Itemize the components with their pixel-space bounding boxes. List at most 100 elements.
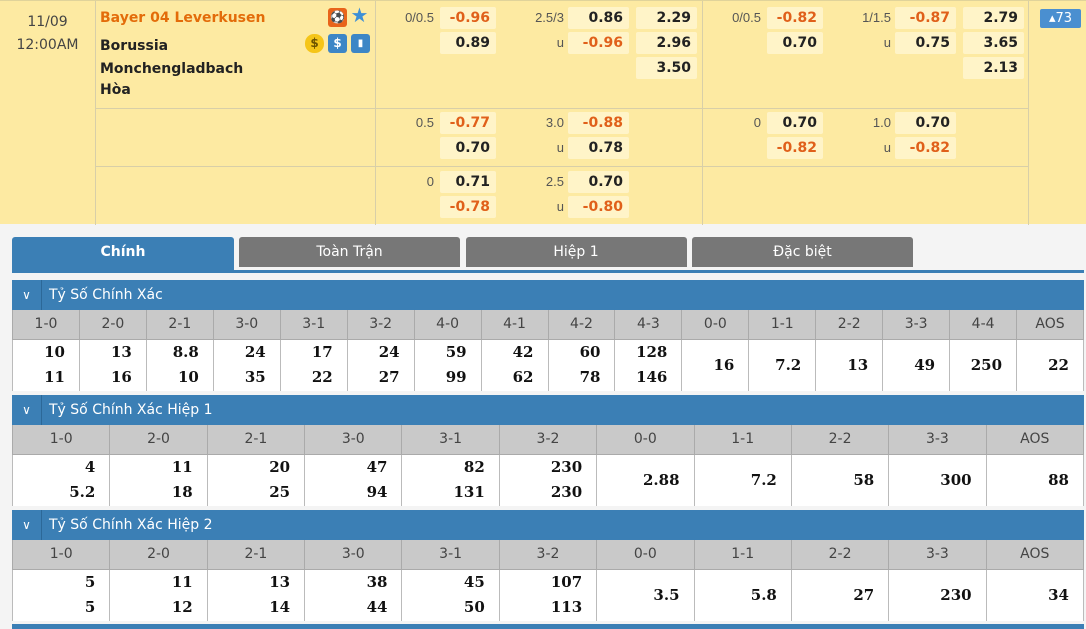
score-odds-value[interactable]: 49 xyxy=(914,355,936,374)
handicap-home-odds[interactable]: -0.77 xyxy=(440,112,496,134)
score-odds-value[interactable]: 82 xyxy=(463,458,485,477)
score-odds-cell[interactable]: 3.5 xyxy=(596,569,695,621)
score-odds-value[interactable]: 12 xyxy=(171,598,193,617)
score-odds-value[interactable]: 13 xyxy=(269,573,291,592)
score-odds-cell[interactable]: 4 5.2 xyxy=(11,454,111,506)
score-odds-value[interactable]: 5.2 xyxy=(69,483,96,502)
score-odds-cell[interactable]: 5.8 xyxy=(693,569,792,621)
under-odds[interactable]: 0.75 xyxy=(895,32,956,54)
score-odds-value[interactable]: 22 xyxy=(1048,355,1069,374)
score-odds-cell[interactable]: 24 27 xyxy=(346,339,415,391)
score-odds-cell[interactable]: 13 16 xyxy=(78,339,147,391)
score-odds-value[interactable]: 107 xyxy=(550,573,583,592)
chevron-down-icon[interactable]: ∨ xyxy=(12,510,42,540)
section-header[interactable]: ∨ Tỷ Số Chính Xác Hiệp 1 xyxy=(12,395,1084,425)
score-odds-value[interactable]: 7.2 xyxy=(775,355,802,374)
score-odds-value[interactable]: 13 xyxy=(111,343,132,362)
over-odds[interactable]: 0.70 xyxy=(568,171,629,193)
1x2-odds[interactable]: 2.79 xyxy=(963,7,1024,29)
score-odds-cell[interactable]: 60 78 xyxy=(547,339,616,391)
score-odds-value[interactable]: 18 xyxy=(171,483,193,502)
coin-icon[interactable]: $ xyxy=(305,34,324,53)
score-odds-value[interactable]: 14 xyxy=(269,598,291,617)
under-odds[interactable]: 0.78 xyxy=(568,137,629,159)
score-odds-value[interactable]: 20 xyxy=(269,458,291,477)
score-odds-cell[interactable]: 47 94 xyxy=(304,454,403,506)
score-odds-value[interactable]: 8.8 xyxy=(172,343,199,362)
handicap-away-odds[interactable]: -0.82 xyxy=(767,137,823,159)
score-odds-cell[interactable]: 24 35 xyxy=(212,339,281,391)
score-odds-value[interactable]: 94 xyxy=(366,483,388,502)
score-odds-cell[interactable]: 128 146 xyxy=(614,339,683,391)
score-odds-cell[interactable]: 8.8 10 xyxy=(145,339,214,391)
score-odds-value[interactable]: 131 xyxy=(453,483,485,502)
handicap-home-odds[interactable]: -0.82 xyxy=(767,7,823,29)
score-odds-value[interactable]: 5 xyxy=(84,598,96,617)
score-odds-value[interactable]: 230 xyxy=(940,585,972,604)
score-odds-value[interactable]: 38 xyxy=(366,573,388,592)
handicap-home-odds[interactable]: -0.96 xyxy=(440,7,496,29)
score-odds-value[interactable]: 5.8 xyxy=(750,585,777,604)
score-odds-cell[interactable]: 58 xyxy=(790,454,890,506)
score-odds-cell[interactable]: 107 113 xyxy=(498,569,598,621)
score-odds-value[interactable]: 34 xyxy=(1048,585,1069,604)
away-team[interactable]: Borussia Monchengladbach xyxy=(100,38,244,77)
score-odds-value[interactable]: 16 xyxy=(111,368,132,387)
home-team[interactable]: Bayer 04 Leverkusen xyxy=(100,10,266,26)
score-odds-value[interactable]: 35 xyxy=(244,368,266,387)
over-odds[interactable]: -0.88 xyxy=(568,112,629,134)
score-odds-value[interactable]: 230 xyxy=(550,483,583,502)
score-odds-cell[interactable]: 2.88 xyxy=(596,454,695,506)
score-odds-cell[interactable]: 59 99 xyxy=(413,339,482,391)
score-odds-cell[interactable]: 34 xyxy=(985,569,1085,621)
score-odds-value[interactable]: 7.2 xyxy=(750,470,777,489)
more-bets-button[interactable]: ▴73 xyxy=(1040,9,1081,28)
score-odds-value[interactable]: 60 xyxy=(579,343,601,362)
dollar-icon[interactable]: $ xyxy=(328,34,347,53)
score-odds-value[interactable]: 128 xyxy=(636,343,668,362)
score-odds-value[interactable]: 113 xyxy=(550,598,583,617)
section-header[interactable]: ∨ Tỷ Số Chính Xác Hiệp 2 xyxy=(12,510,1084,540)
tab-2[interactable]: Hiệp 1 xyxy=(465,237,687,267)
score-odds-value[interactable]: 3.5 xyxy=(653,585,680,604)
score-odds-cell[interactable]: 49 xyxy=(882,339,951,391)
score-odds-value[interactable]: 10 xyxy=(44,343,65,362)
handicap-away-odds[interactable]: -0.78 xyxy=(440,196,496,218)
score-odds-value[interactable]: 10 xyxy=(177,368,199,387)
score-odds-cell[interactable]: 27 xyxy=(790,569,890,621)
over-odds[interactable]: 0.70 xyxy=(895,112,956,134)
score-odds-value[interactable]: 146 xyxy=(636,368,668,387)
under-odds[interactable]: -0.96 xyxy=(568,32,629,54)
handicap-away-odds[interactable]: 0.89 xyxy=(440,32,496,54)
1x2-odds[interactable]: 2.96 xyxy=(636,32,697,54)
score-odds-value[interactable]: 24 xyxy=(378,343,400,362)
handicap-home-odds[interactable]: 0.70 xyxy=(767,112,823,134)
score-odds-value[interactable]: 25 xyxy=(269,483,291,502)
star-icon[interactable]: ★ xyxy=(350,3,369,27)
score-odds-value[interactable]: 58 xyxy=(853,470,875,489)
score-odds-value[interactable]: 44 xyxy=(366,598,388,617)
score-odds-value[interactable]: 13 xyxy=(847,355,869,374)
tab-0[interactable]: Chính xyxy=(12,237,234,271)
score-odds-value[interactable]: 99 xyxy=(445,368,467,387)
handicap-home-odds[interactable]: 0.71 xyxy=(440,171,496,193)
score-odds-value[interactable]: 230 xyxy=(550,458,583,477)
score-odds-value[interactable]: 50 xyxy=(463,598,485,617)
score-odds-cell[interactable]: 230 230 xyxy=(498,454,598,506)
score-odds-value[interactable]: 11 xyxy=(171,573,193,592)
handicap-away-odds[interactable]: 0.70 xyxy=(440,137,496,159)
score-odds-cell[interactable]: 88 xyxy=(985,454,1085,506)
1x2-odds[interactable]: 3.65 xyxy=(963,32,1024,54)
score-odds-cell[interactable]: 45 50 xyxy=(401,569,500,621)
chevron-down-icon[interactable]: ∨ xyxy=(12,280,42,310)
score-odds-value[interactable]: 24 xyxy=(244,343,266,362)
score-odds-value[interactable]: 4 xyxy=(84,458,96,477)
score-odds-value[interactable]: 250 xyxy=(970,355,1003,374)
live-icon[interactable]: ⚽ xyxy=(328,8,347,27)
score-odds-cell[interactable]: 22 xyxy=(1016,339,1084,391)
score-odds-value[interactable]: 17 xyxy=(311,343,333,362)
score-odds-cell[interactable]: 82 131 xyxy=(401,454,500,506)
stats-icon[interactable]: ▮ xyxy=(351,34,370,53)
under-odds[interactable]: -0.80 xyxy=(568,196,629,218)
